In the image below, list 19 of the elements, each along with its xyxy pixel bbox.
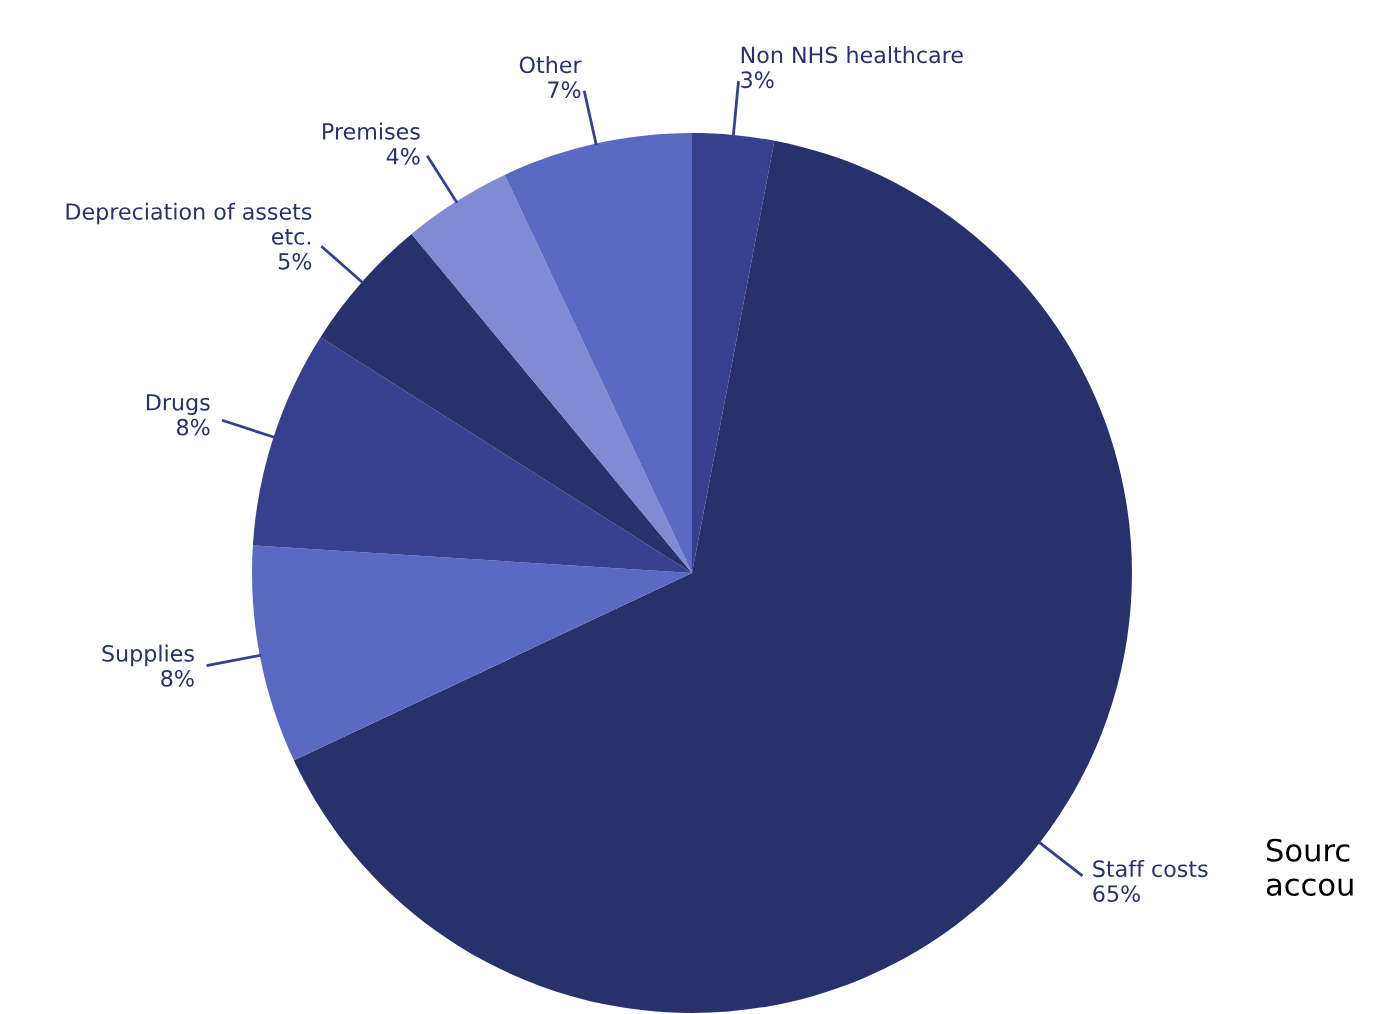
pie-slice — [320, 233, 692, 573]
slice-label: Non NHS healthcare — [741, 46, 963, 64]
data-label: 4% — [386, 147, 420, 165]
data-label: 5% — [278, 252, 312, 270]
slice-label: Staff costs — [1093, 859, 1208, 878]
slice-label: Drugs — [146, 394, 210, 415]
slice-label: Other — [519, 55, 582, 74]
pie-slice — [252, 545, 692, 761]
slice-label: Supplies — [102, 644, 194, 667]
text: Sourc accou — [1266, 838, 1353, 896]
data-label: 65% — [1093, 885, 1140, 903]
pie-slice — [504, 133, 692, 573]
data-label: 7% — [548, 81, 581, 99]
data-label: 3% — [741, 71, 774, 89]
pie-slice — [411, 174, 692, 573]
data-label: 8% — [161, 669, 194, 687]
slice-label: Premises — [323, 122, 420, 140]
slice-label: Depreciation of assets etc. — [66, 202, 312, 245]
data-label: 8% — [177, 418, 210, 436]
